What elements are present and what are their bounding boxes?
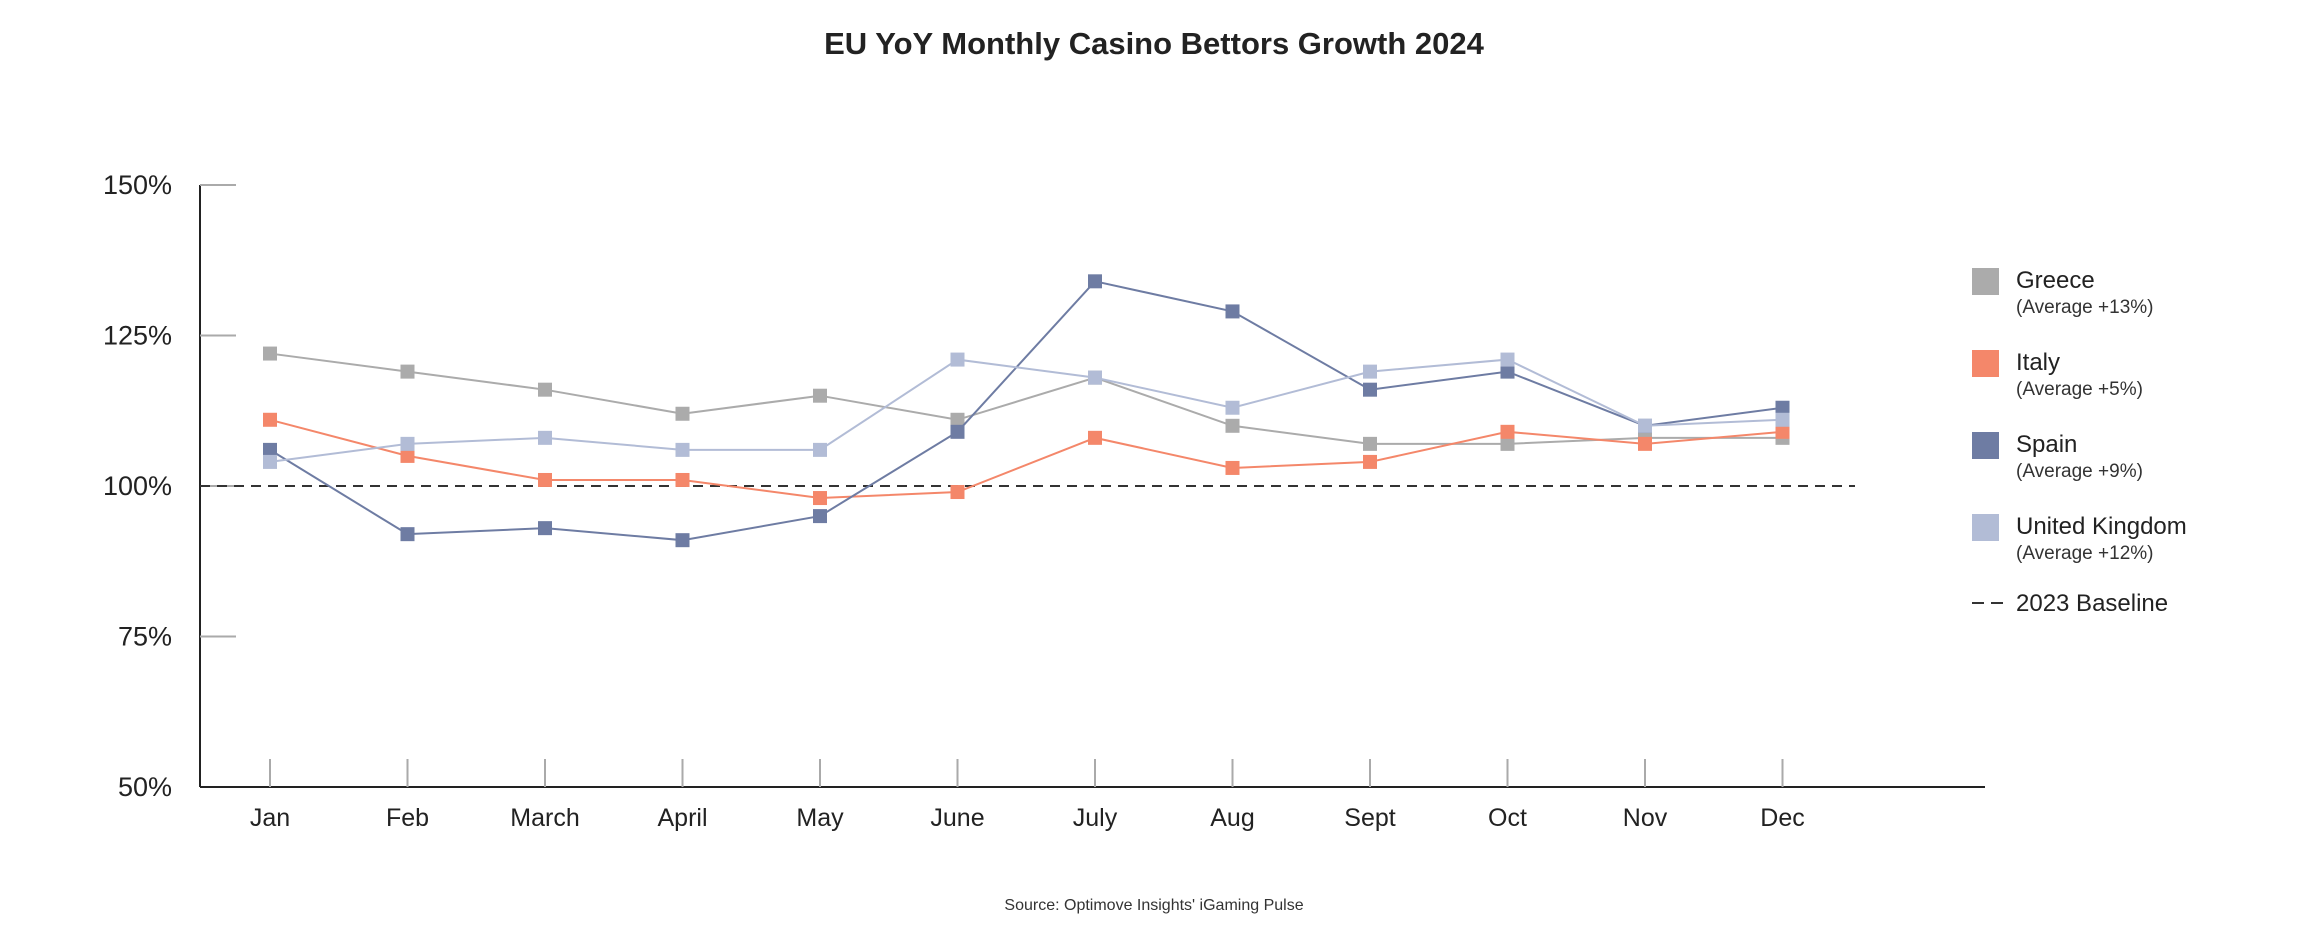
data-point-united-kingdom [1225,400,1240,415]
data-point-united-kingdom [1363,364,1377,379]
legend-note: (Average +9%) [2016,461,2143,482]
data-point-spain [538,521,552,536]
legend-note: (Average +13%) [2016,297,2153,318]
data-point-united-kingdom [950,352,965,367]
y-tick-label: 50% [118,772,172,802]
y-tick-label: 125% [103,321,172,351]
data-point-italy [263,412,277,427]
series-line-spain [269,280,1783,542]
data-point-italy [1638,436,1652,451]
legend-note: (Average +12%) [2016,543,2153,564]
data-point-italy [1363,454,1377,469]
chart-title: EU YoY Monthly Casino Bettors Growth 202… [824,26,1484,61]
data-point-italy [675,472,690,487]
legend-swatch [1972,268,1999,295]
data-point-greece [813,388,827,403]
series-line-greece [269,352,1783,445]
data-point-greece [1225,418,1240,433]
legend-note: (Average +5%) [2016,379,2143,400]
data-point-italy [400,448,415,463]
data-point-united-kingdom [1088,370,1102,385]
data-point-spain [1500,364,1515,379]
x-tick-label: Nov [1623,804,1668,832]
data-point-united-kingdom [1775,412,1790,427]
data-point-united-kingdom [263,454,277,469]
data-point-united-kingdom [813,442,827,457]
data-point-greece [538,382,552,397]
data-point-united-kingdom [1500,352,1515,367]
data-point-spain [1363,382,1377,397]
legend: Greece (Average +13%) Italy (Average +5%) Sp… [1972,267,2187,617]
source-note: Source: Optimove Insights' iGaming Pulse [1004,897,1303,914]
y-tick-label: 75% [118,622,172,652]
data-point-spain [263,442,277,457]
y-tick-label: 100% [103,471,172,501]
series-spain [263,274,1790,548]
x-tick-label: Jan [250,804,290,832]
data-point-spain [400,527,415,542]
data-point-italy [538,472,552,487]
legend-label: Greece [2016,267,2095,294]
x-tick-label: Sept [1344,804,1395,832]
x-tick-label: March [510,804,579,832]
legend-swatch [1972,350,1999,377]
data-point-spain [1225,304,1240,319]
data-point-spain [675,533,690,548]
x-tick-label: May [796,804,844,832]
data-point-italy [950,485,965,500]
legend-swatch [1972,514,1999,541]
data-point-greece [1363,436,1377,451]
legend-label: United Kingdom [2016,513,2187,540]
x-tick-label: Aug [1210,804,1254,832]
data-point-spain [950,424,965,439]
x-tick-label: July [1073,804,1118,832]
legend-baseline-label: 2023 Baseline [2016,590,2168,617]
series-line-italy [269,418,1783,500]
data-point-italy [813,491,827,506]
data-point-italy [1500,424,1515,439]
data-point-united-kingdom [675,442,690,457]
x-axis: Jan Feb March April May June July Aug Sept Oct Nov… [200,759,1985,832]
legend-label: Italy [2016,349,2060,376]
series-line-united-kingdom [269,358,1783,463]
data-point-greece [263,346,277,361]
y-tick-label: 150% [103,170,172,200]
x-tick-label: April [657,804,707,832]
x-tick-label: Dec [1760,804,1804,832]
series-greece [263,346,1790,451]
series-united-kingdom [263,352,1790,469]
data-point-united-kingdom [538,430,552,445]
data-point-spain [1775,400,1790,415]
series-italy [263,412,1790,506]
data-point-united-kingdom [400,436,415,451]
data-point-spain [813,509,827,524]
x-tick-label: Feb [386,804,429,832]
x-tick-label: June [930,804,984,832]
x-tick-label: Oct [1488,804,1527,832]
data-point-spain [1088,274,1102,289]
data-point-greece [400,364,415,379]
data-point-italy [1225,460,1240,475]
legend-swatch [1972,432,1999,459]
data-point-greece [675,406,690,421]
data-point-italy [1775,424,1790,439]
data-point-united-kingdom [1638,418,1652,433]
data-point-greece [1500,436,1515,451]
data-point-greece [950,412,965,427]
y-axis: 50% 75% 100% 125% 150% [103,170,236,802]
series-layer [263,274,1790,548]
legend-label: Spain [2016,431,2077,458]
data-point-italy [1088,430,1102,445]
